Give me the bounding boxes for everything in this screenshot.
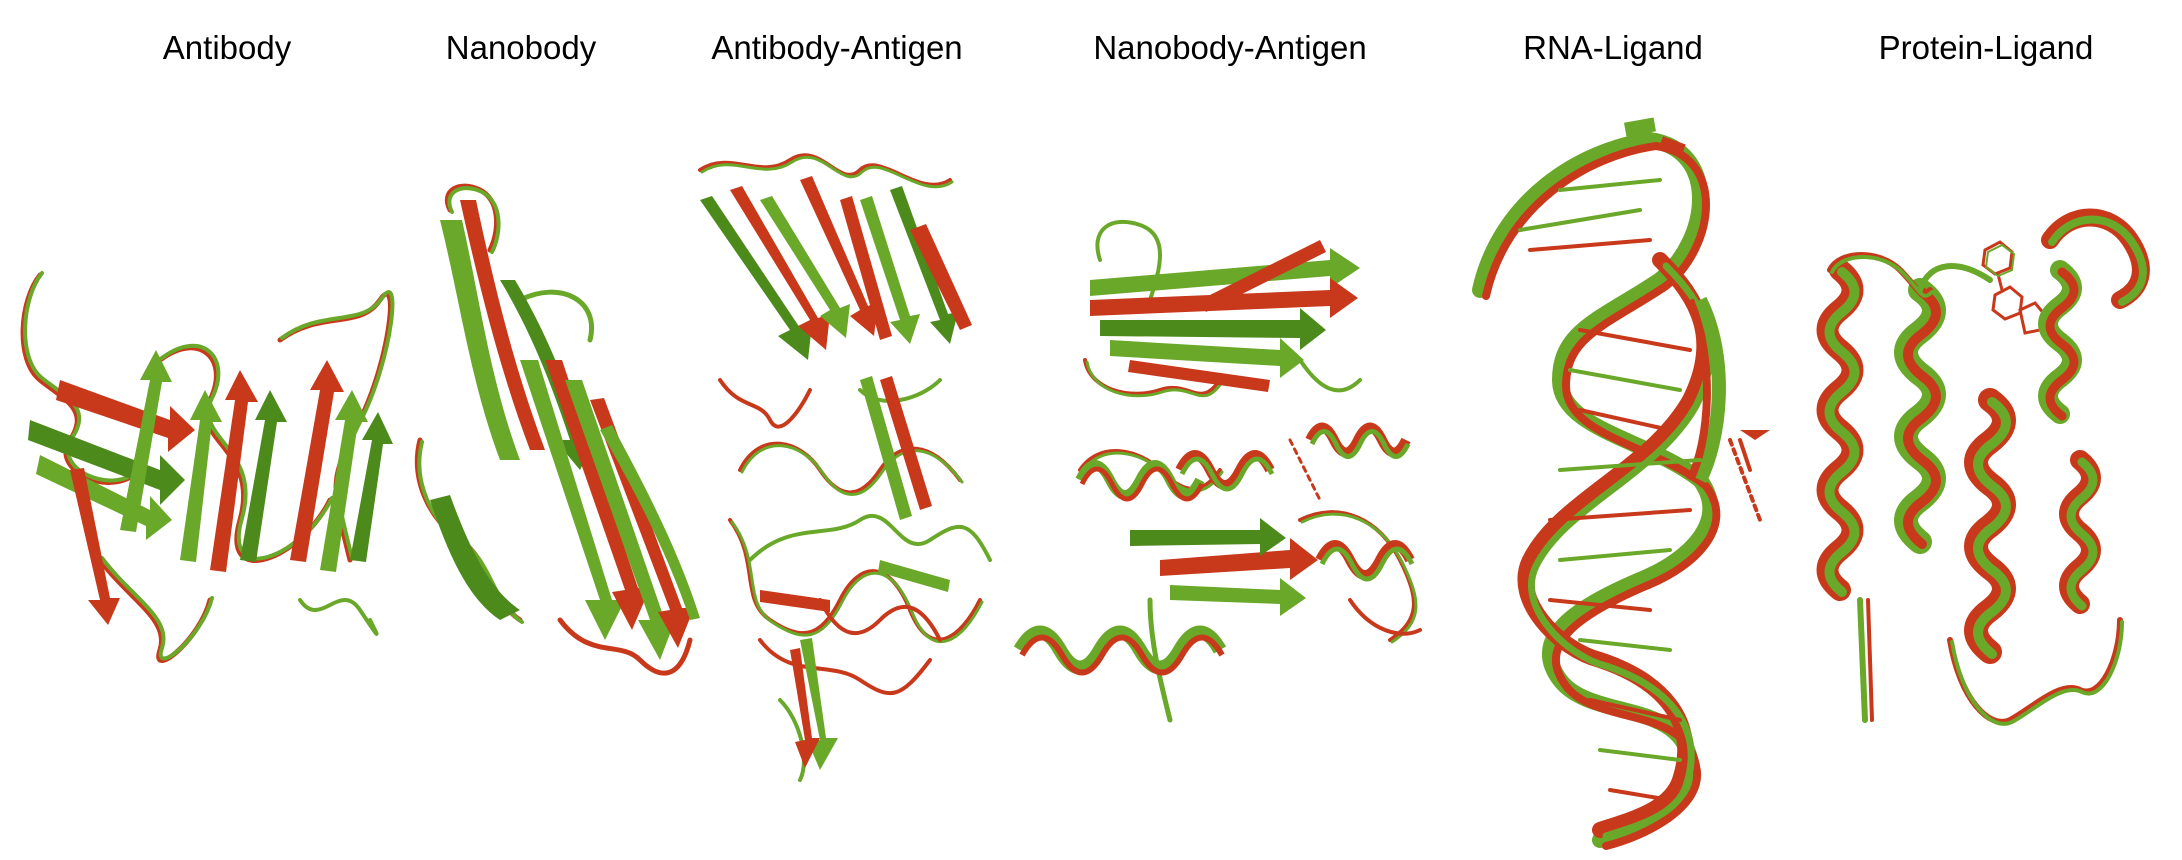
antibody-antigen-ribbon-icon [698,153,992,782]
panel-label-antibody-antigen: Antibody-Antigen [711,29,963,66]
nanobody-antigen-ribbon-icon [1013,219,1422,723]
rna-ligand-ribbon-icon [1472,117,1770,850]
protein-ligand-ribbon-icon [1816,208,2150,726]
panel-label-nanobody: Nanobody [445,29,597,66]
nanobody-ribbon-icon [414,183,700,676]
antibody-ribbon-icon [20,271,395,663]
panel-label-antibody: Antibody [162,29,292,66]
panel-label-nanobody-antigen: Nanobody-Antigen [1093,29,1367,66]
panel-label-rna-ligand: RNA-Ligand [1523,29,1703,66]
panel-label-protein-ligand: Protein-Ligand [1878,29,2094,66]
